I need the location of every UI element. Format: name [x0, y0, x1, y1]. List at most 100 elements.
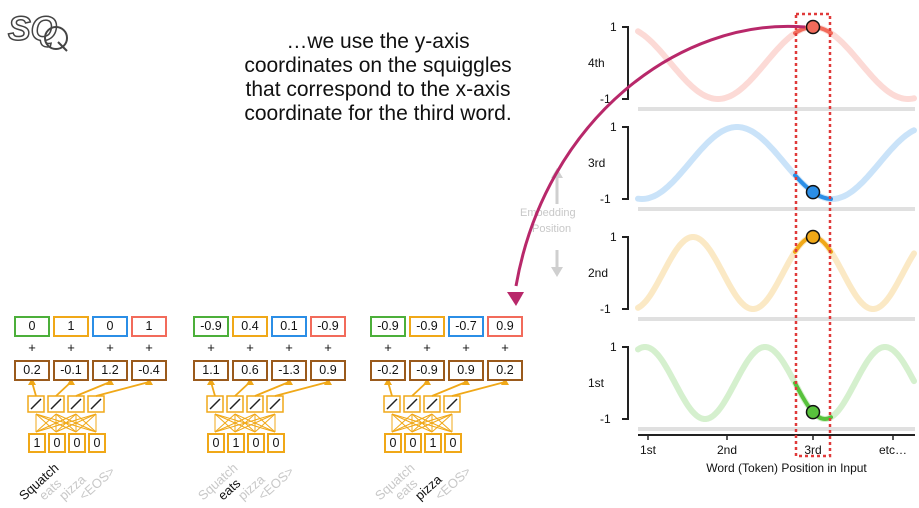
sample-point [805, 229, 821, 245]
onehot-input-box: 1 [424, 433, 442, 453]
identity-activation-icon [249, 398, 261, 410]
caption-line: that correspond to the x-axis [245, 78, 511, 101]
arrowhead-icon [246, 378, 254, 385]
caption-line: …we use the y-axis [286, 30, 470, 53]
arrowhead-icon [207, 378, 215, 385]
embedding-value-box: 0.9 [310, 360, 346, 381]
x-tick-label: 2nd [717, 443, 737, 457]
x-tick-label: 3rd [804, 443, 821, 457]
identity-activation-icon [229, 398, 241, 410]
onehot-input-box: 1 [28, 433, 46, 453]
y-tick-top: 1 [610, 120, 617, 134]
arrowhead-icon [384, 378, 392, 385]
position-value-box: -0.9 [409, 316, 445, 337]
y-tick-bottom: -1 [600, 302, 611, 316]
onehot-input-box: 0 [267, 433, 285, 453]
plus-sign: + [28, 340, 36, 355]
arrowhead-icon [285, 378, 293, 385]
position-value-box: -0.9 [370, 316, 406, 337]
x-axis-label: Word (Token) Position in Input [706, 461, 867, 475]
plus-sign: + [145, 340, 153, 355]
plus-sign: + [106, 340, 114, 355]
embedding-position-axis: Embedding Position [520, 160, 600, 280]
identity-activation-icon [426, 398, 438, 410]
position-value-box: 0.4 [232, 316, 268, 337]
embedding-value-box: 1.2 [92, 360, 128, 381]
onehot-input-box: 0 [247, 433, 265, 453]
plus-sign: + [423, 340, 431, 355]
arrowhead-icon [324, 378, 332, 385]
caption-line: coordinates on the squiggles [244, 54, 512, 77]
row-label: 4th [588, 56, 605, 70]
caption: …we use the y-axis coordinates on the sq… [168, 30, 588, 126]
onehot-input-box: 0 [68, 433, 86, 453]
identity-activation-icon [30, 398, 42, 410]
sample-point [805, 19, 821, 35]
embedding-value-box: -0.1 [53, 360, 89, 381]
plus-sign: + [501, 340, 509, 355]
embedding-network-lines [206, 378, 332, 433]
embedding-label: Embedding [520, 207, 576, 219]
plus-sign: + [285, 340, 293, 355]
arrowhead-icon [67, 378, 75, 385]
identity-activation-icon [406, 398, 418, 410]
identity-activation-icon [90, 398, 102, 410]
onehot-input-box: 0 [384, 433, 402, 453]
x-tick-label: 1st [640, 443, 657, 457]
squiggle-curve [635, 24, 917, 103]
mapping-arrowhead-icon [507, 292, 524, 306]
identity-activation-icon [50, 398, 62, 410]
plus-sign: + [246, 340, 254, 355]
sample-point [805, 404, 821, 420]
position-value-box: 1 [131, 316, 167, 337]
mapping-arrow [514, 24, 806, 287]
embedding-value-box: -0.4 [131, 360, 167, 381]
y-axis-bracket [622, 236, 629, 310]
plus-sign: + [207, 340, 215, 355]
position-value-box: 0.1 [271, 316, 307, 337]
logo-text: SQ [8, 10, 57, 48]
row-label: 2nd [588, 266, 608, 280]
position-value-box: 0.9 [487, 316, 523, 337]
sample-point [805, 184, 821, 200]
position-value-box: -0.9 [310, 316, 346, 337]
y-axis-bracket [622, 346, 629, 420]
y-axis-bracket [622, 126, 629, 200]
onehot-input-box: 0 [88, 433, 106, 453]
position-value-box: -0.7 [448, 316, 484, 337]
statquest-logo: SQ [4, 4, 74, 54]
row-label: 3rd [588, 156, 605, 170]
embedding-value-box: 0.6 [232, 360, 268, 381]
plus-sign: + [384, 340, 392, 355]
row-label: 1st [588, 376, 605, 390]
x-tick-label: etc… [879, 443, 907, 457]
embedding-network-lines [383, 378, 509, 433]
squiggle-curve [635, 344, 917, 422]
arrowhead-icon [28, 378, 36, 385]
embedding-value-box: 1.1 [193, 360, 229, 381]
position-label: Position [532, 223, 572, 235]
onehot-input-box: 0 [48, 433, 66, 453]
onehot-input-box: 1 [227, 433, 245, 453]
y-tick-top: 1 [610, 20, 617, 34]
arrowhead-icon [145, 378, 153, 385]
position-value-box: 0 [92, 316, 128, 337]
embedding-value-box: -0.2 [370, 360, 406, 381]
third-word-highlight [794, 12, 832, 458]
y-axis-bracket [622, 26, 629, 100]
embedding-network-lines [27, 378, 153, 433]
position-value-box: -0.9 [193, 316, 229, 337]
embedding-value-box: 0.2 [14, 360, 50, 381]
position-value-box: 0 [14, 316, 50, 337]
arrowhead-icon [501, 378, 509, 385]
onehot-input-box: 0 [444, 433, 462, 453]
arrowhead-icon [106, 378, 114, 385]
plus-sign: + [67, 340, 75, 355]
y-tick-top: 1 [610, 340, 617, 354]
identity-activation-icon [386, 398, 398, 410]
embedding-value-box: -0.9 [409, 360, 445, 381]
identity-activation-icon [209, 398, 221, 410]
embedding-value-box: -1.3 [271, 360, 307, 381]
identity-activation-icon [269, 398, 281, 410]
